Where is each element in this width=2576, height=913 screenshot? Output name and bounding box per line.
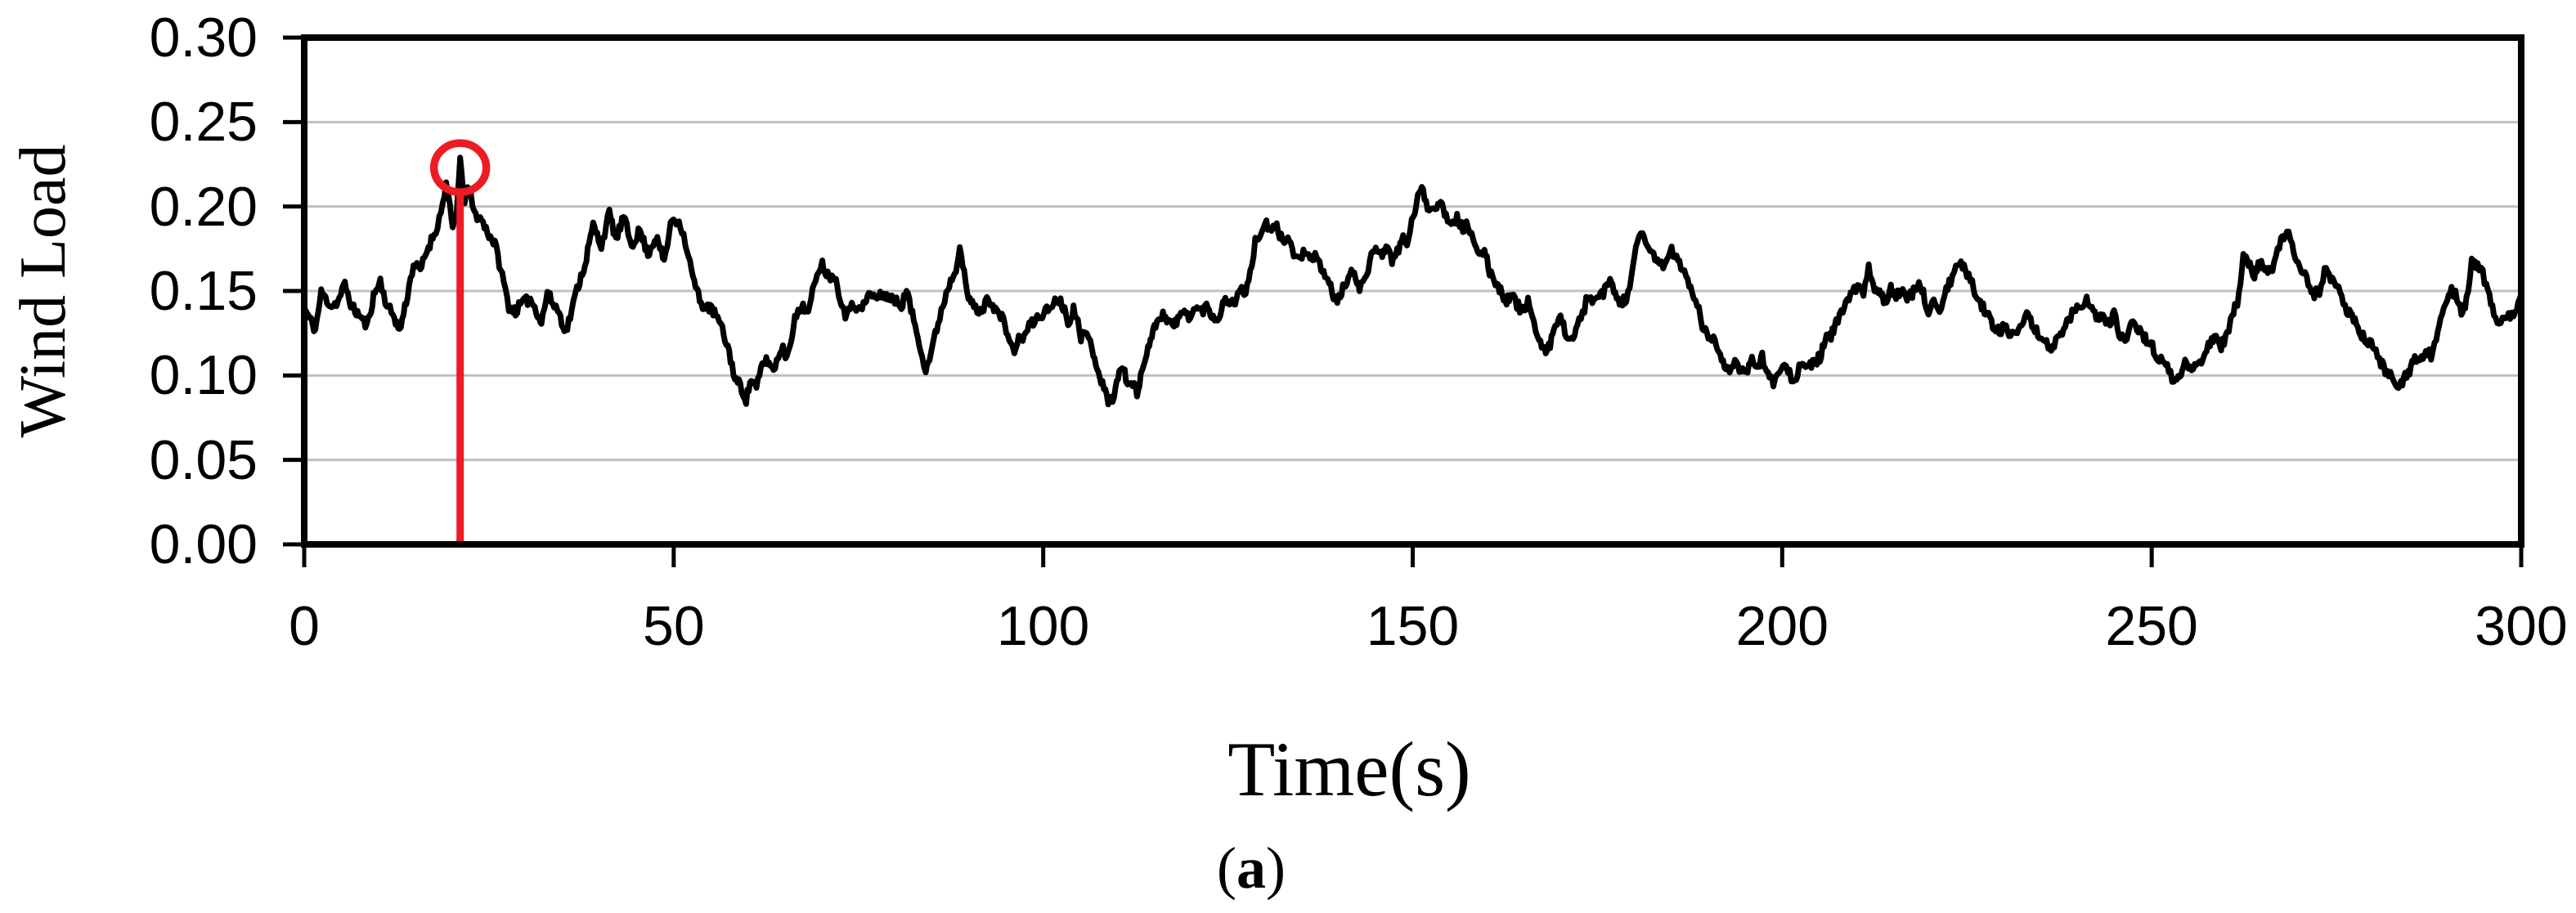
y-tick-label: 0.05: [149, 428, 258, 491]
y-tick-label: 0.20: [149, 175, 258, 238]
y-tick-label: 0.00: [149, 513, 258, 575]
caption-close-paren: ): [1266, 835, 1286, 901]
x-axis-title: Time(s): [1227, 726, 1471, 812]
x-tick-label: 50: [643, 595, 705, 657]
caption-letter: a: [1236, 835, 1266, 901]
subfigure-caption: (a): [1088, 831, 1415, 905]
x-tick-label: 300: [2475, 595, 2568, 657]
y-tick-label: 0.15: [149, 260, 258, 322]
caption-open-paren: (: [1217, 835, 1236, 901]
y-tick-label: 0.10: [149, 344, 258, 407]
y-tick-label: 0.30: [149, 7, 258, 69]
wind-load-series-line: [304, 154, 2521, 408]
x-tick-label: 0: [289, 595, 320, 657]
x-tick-label: 250: [2105, 595, 2198, 657]
peak-marker-circle: [429, 139, 491, 196]
y-tick-label: 0.25: [149, 91, 258, 154]
x-tick-label: 200: [1735, 595, 1829, 657]
y-axis-title: Wind Load: [7, 144, 79, 438]
x-tick-label: 150: [1366, 595, 1460, 657]
x-tick-label: 100: [996, 595, 1090, 657]
